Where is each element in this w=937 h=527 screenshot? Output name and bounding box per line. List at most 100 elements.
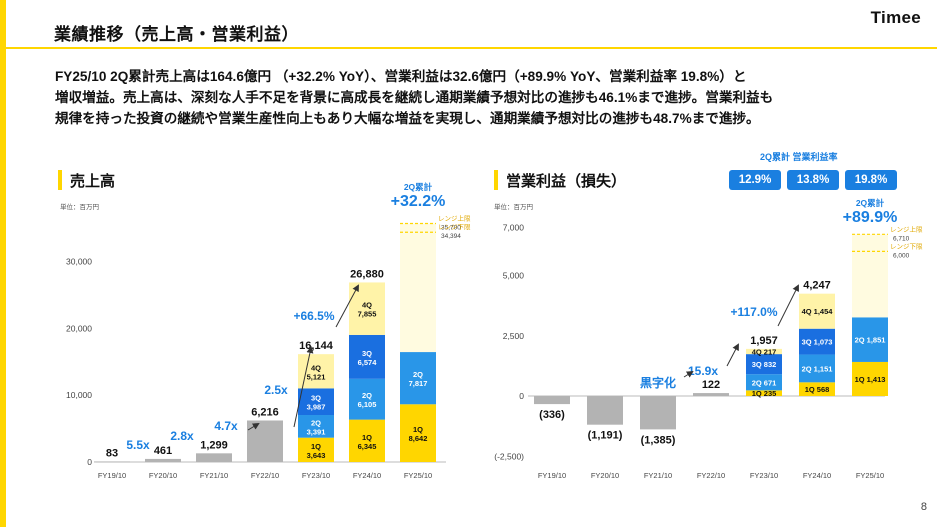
margin-badge-fy23: 12.9% (729, 170, 781, 190)
bar-segment-1q (349, 419, 385, 462)
forecast-range-box (400, 223, 436, 353)
bar-total (145, 458, 181, 462)
bar-total (693, 393, 729, 396)
segment-quarter: 1Q (413, 425, 423, 434)
x-tick-label: FY24/10 (353, 471, 381, 480)
profit-section-mark (494, 170, 498, 190)
profit-chart: 単位：百万円 (-2,500) 0 2,500 5,000 7,000 FY19/10 FY2… (494, 198, 923, 480)
bar-total (587, 396, 623, 425)
revenue-chart: 単位：百万円 0 10,000 20,000 30,000 FY19/10 FY20/10 F… (60, 182, 471, 480)
cumulative-growth: +32.2% (391, 193, 446, 210)
x-tick-label: FY23/10 (302, 471, 330, 480)
bar-segment-1q (746, 390, 782, 396)
segment-label: 1Q 235 (752, 389, 777, 398)
segment-value: 7,855 (358, 310, 377, 319)
margin-badge-fy24: 13.8% (787, 170, 839, 190)
y-tick-label: 30,000 (66, 257, 92, 267)
cumulative-label: 2Q累計 (404, 182, 433, 192)
bar-total-label: 26,880 (350, 268, 384, 280)
slide-header: 業績推移（売上高・営業利益） Timee (6, 0, 937, 56)
bar-segment-2q (852, 317, 888, 362)
header-divider (6, 47, 937, 49)
bar-segment-3q (799, 328, 835, 355)
y-tick-label: (-2,500) (494, 451, 524, 461)
bar-segment-1q (852, 361, 888, 396)
bar-total-label: 16,144 (299, 340, 334, 352)
y-tick-label: 5,000 (503, 271, 525, 281)
segment-value: 7,817 (409, 379, 428, 388)
bar-total-label: (336) (539, 409, 565, 421)
bar-total-label: 6,216 (251, 406, 279, 418)
timee-logo: Timee (870, 8, 921, 27)
segment-quarter: 4Q (311, 363, 321, 372)
summary-text: FY25/10 2Q累計売上高は164.6億円 （+32.2% YoY）、営業利… (55, 66, 915, 129)
revenue-section-mark (58, 170, 62, 190)
growth-arrow (726, 343, 739, 367)
segment-quarter: 1Q (311, 442, 321, 451)
y-tick-label: 2,500 (503, 331, 525, 341)
range-lower-label: レンジ下限 (890, 241, 923, 250)
bar-segment-2q (298, 415, 334, 438)
page-title: 業績推移（売上高・営業利益） (54, 25, 299, 44)
x-tick-label: FY25/10 (404, 471, 432, 480)
segment-value: 8,642 (409, 434, 428, 443)
segment-quarter: 4Q (362, 301, 372, 310)
segment-label: 4Q 217 (752, 347, 777, 356)
growth-arrow (777, 284, 799, 327)
bar-segment-3q (298, 388, 334, 416)
x-tick-label: FY23/10 (750, 471, 778, 480)
bar-total-label: 461 (154, 445, 172, 457)
segment-label: 1Q 568 (805, 385, 830, 394)
bar-segment-2q (400, 352, 436, 405)
segment-quarter: 2Q (311, 418, 321, 427)
bar-segment-4q (799, 293, 835, 329)
x-tick-label: FY25/10 (856, 471, 884, 480)
x-tick-label: FY19/10 (98, 471, 126, 480)
segment-value: 6,345 (358, 442, 377, 451)
segment-label: 2Q 671 (752, 378, 777, 387)
range-upper-value: 6,710 (893, 235, 910, 242)
segment-label: 1Q 1,413 (855, 375, 886, 384)
segment-quarter: 2Q (413, 370, 423, 379)
segment-label: 3Q 832 (752, 360, 777, 369)
growth-label: 4.7x (214, 419, 238, 433)
y-tick-label: 0 (519, 391, 524, 401)
bar-segment-4q (746, 348, 782, 355)
segment-quarter: 3Q (311, 394, 321, 403)
y-tick-label: 20,000 (66, 323, 92, 333)
range-upper-value: 35,700 (441, 225, 461, 232)
x-tick-label: FY20/10 (591, 471, 619, 480)
cumulative-growth: +89.9% (843, 209, 898, 226)
segment-value: 6,574 (358, 358, 378, 367)
growth-arrow (335, 284, 359, 328)
range-upper-label: レンジ上限 (890, 224, 923, 233)
bar-segment-2q (746, 374, 782, 391)
x-tick-label: FY22/10 (697, 471, 725, 480)
annotation-fy23: +117.0% (730, 305, 777, 319)
growth-label: 5.5x (126, 438, 150, 452)
growth-arrow (293, 346, 314, 428)
forecast-range-box (852, 234, 888, 318)
segment-label: 4Q 1,454 (802, 307, 834, 316)
y-tick-label: 0 (87, 457, 92, 467)
range-lower-value: 6,000 (893, 252, 910, 259)
range-lower-value: 34,394 (441, 233, 461, 240)
bar-segment-3q (349, 334, 385, 379)
bar-segment-2q (349, 378, 385, 420)
margin-badge-fy25: 19.8% (845, 170, 897, 190)
margin-rate-title: 2Q累計 営業利益率 (760, 152, 838, 162)
bar-total (247, 420, 283, 462)
segment-quarter: 2Q (362, 391, 372, 400)
profit-chart-title: 営業利益（損失） (506, 173, 627, 190)
page-number: 8 (920, 501, 927, 513)
range-upper-label: レンジ上限 (438, 214, 471, 223)
annotation-fy22: 15.9x (688, 364, 718, 378)
bar-segment-2q (799, 354, 835, 383)
bar-total (534, 396, 570, 405)
bar-total-label: (1,191) (588, 430, 623, 442)
range-lower-label: レンジ下限 (438, 222, 471, 231)
bar-total-label: 1,299 (200, 439, 228, 451)
segment-label: 2Q 1,151 (802, 364, 833, 373)
x-tick-label: FY20/10 (149, 471, 177, 480)
